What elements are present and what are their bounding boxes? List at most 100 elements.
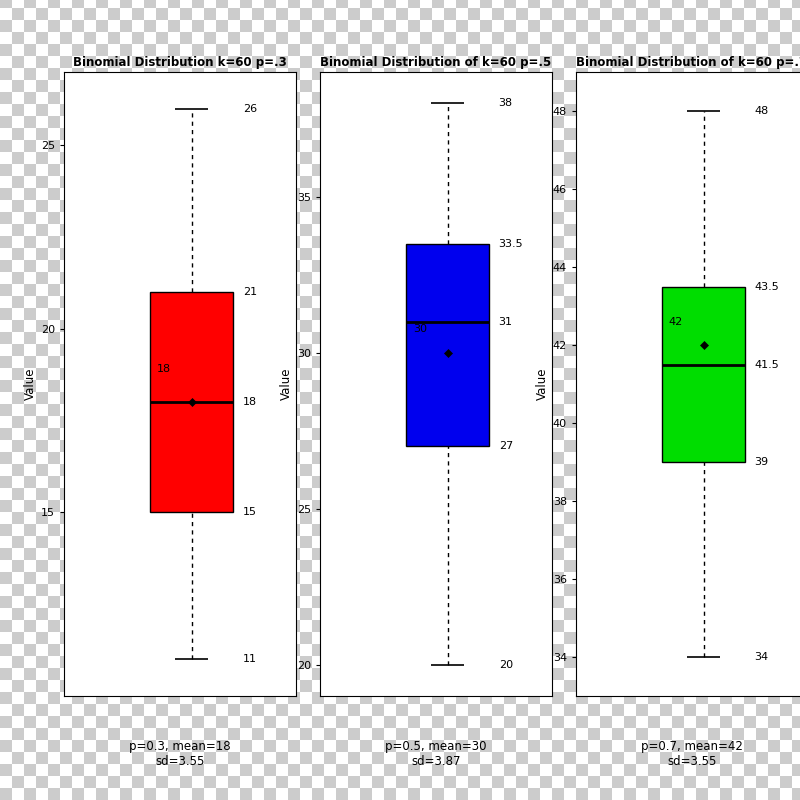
Bar bbox=[108, 584, 120, 596]
Bar bbox=[204, 272, 216, 284]
Bar bbox=[756, 188, 768, 200]
Bar bbox=[372, 176, 384, 188]
Bar bbox=[600, 212, 612, 224]
Bar bbox=[696, 692, 708, 704]
Bar bbox=[228, 200, 240, 212]
Bar bbox=[312, 224, 324, 236]
Bar bbox=[156, 80, 168, 92]
Bar bbox=[588, 104, 600, 116]
Bar bbox=[360, 764, 372, 776]
Bar bbox=[576, 644, 588, 656]
Bar bbox=[240, 596, 252, 608]
Bar bbox=[564, 500, 576, 512]
Bar bbox=[480, 644, 492, 656]
Bar bbox=[96, 116, 108, 128]
Bar bbox=[708, 8, 720, 20]
Bar bbox=[648, 344, 660, 356]
Bar bbox=[660, 116, 672, 128]
Bar bbox=[60, 272, 72, 284]
Bar bbox=[276, 716, 288, 728]
Bar bbox=[336, 0, 348, 8]
Bar bbox=[660, 368, 672, 380]
Bar bbox=[504, 56, 516, 68]
Bar bbox=[732, 152, 744, 164]
Bar bbox=[480, 56, 492, 68]
Bar bbox=[528, 464, 540, 476]
Bar bbox=[564, 224, 576, 236]
Bar bbox=[648, 188, 660, 200]
Bar bbox=[24, 452, 36, 464]
Bar bbox=[36, 152, 48, 164]
Bar bbox=[492, 608, 504, 620]
Bar bbox=[612, 608, 624, 620]
Bar bbox=[720, 272, 732, 284]
Bar bbox=[396, 440, 408, 452]
Bar bbox=[636, 572, 648, 584]
Bar bbox=[312, 596, 324, 608]
Bar bbox=[216, 704, 228, 716]
Bar bbox=[780, 8, 792, 20]
Bar bbox=[252, 572, 264, 584]
Bar bbox=[576, 500, 588, 512]
Bar bbox=[492, 20, 504, 32]
Bar bbox=[564, 188, 576, 200]
Bar bbox=[504, 284, 516, 296]
Bar bbox=[72, 416, 84, 428]
Bar bbox=[564, 380, 576, 392]
Bar bbox=[216, 284, 228, 296]
Bar bbox=[408, 692, 420, 704]
Bar bbox=[336, 140, 348, 152]
Bar bbox=[216, 320, 228, 332]
Bar bbox=[60, 116, 72, 128]
Bar bbox=[192, 752, 204, 764]
Bar bbox=[492, 752, 504, 764]
Bar bbox=[780, 656, 792, 668]
Bar bbox=[660, 128, 672, 140]
Bar bbox=[732, 8, 744, 20]
Bar bbox=[12, 536, 24, 548]
Bar bbox=[396, 236, 408, 248]
Bar bbox=[84, 104, 96, 116]
Bar bbox=[720, 0, 732, 8]
Bar bbox=[264, 440, 276, 452]
Bar bbox=[468, 392, 480, 404]
Bar bbox=[264, 380, 276, 392]
Bar bbox=[144, 56, 156, 68]
Bar bbox=[576, 596, 588, 608]
Bar bbox=[792, 452, 800, 464]
Bar bbox=[480, 368, 492, 380]
Bar bbox=[336, 656, 348, 668]
Bar bbox=[420, 512, 432, 524]
Bar bbox=[480, 380, 492, 392]
Bar bbox=[768, 80, 780, 92]
Bar bbox=[396, 536, 408, 548]
Bar bbox=[588, 272, 600, 284]
Bar bbox=[432, 260, 444, 272]
Bar bbox=[684, 416, 696, 428]
Bar bbox=[492, 452, 504, 464]
Bar bbox=[696, 236, 708, 248]
Bar bbox=[276, 500, 288, 512]
Bar bbox=[372, 668, 384, 680]
Bar bbox=[372, 500, 384, 512]
Bar bbox=[528, 788, 540, 800]
Bar bbox=[576, 476, 588, 488]
Bar bbox=[756, 140, 768, 152]
Bar bbox=[468, 500, 480, 512]
Bar bbox=[144, 692, 156, 704]
Bar bbox=[408, 620, 420, 632]
Bar bbox=[240, 404, 252, 416]
Bar bbox=[600, 692, 612, 704]
Bar bbox=[276, 632, 288, 644]
Bar bbox=[180, 476, 192, 488]
Bar bbox=[48, 488, 60, 500]
Bar bbox=[360, 236, 372, 248]
Bar bbox=[768, 704, 780, 716]
Bar bbox=[612, 296, 624, 308]
Bar bbox=[96, 404, 108, 416]
Bar bbox=[636, 440, 648, 452]
Bar bbox=[192, 416, 204, 428]
Bar bbox=[600, 680, 612, 692]
Bar bbox=[72, 620, 84, 632]
Bar bbox=[48, 368, 60, 380]
